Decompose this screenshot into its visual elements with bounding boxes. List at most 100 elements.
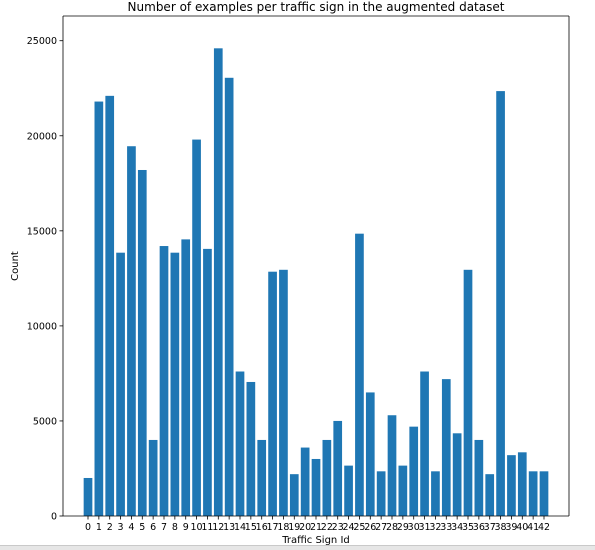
bar-7 [159, 246, 169, 517]
x-tick-label: 30 [408, 522, 420, 533]
x-tick-label: 15 [245, 522, 257, 533]
x-tick-label: 14 [234, 522, 246, 533]
x-tick-label: 29 [397, 522, 409, 533]
x-tick-label: 37 [484, 522, 496, 533]
bar-3 [116, 252, 125, 516]
bar-25 [355, 233, 364, 516]
bar-28 [387, 415, 397, 516]
bar-15 [246, 381, 256, 516]
x-tick-label: 3 [118, 522, 124, 533]
bar-23 [333, 420, 343, 516]
x-tick-label: 2 [107, 522, 113, 533]
x-tick-label: 42 [538, 522, 550, 533]
y-tick-label: 5000 [33, 416, 57, 427]
x-tick-label: 25 [353, 522, 365, 533]
y-tick-label: 10000 [27, 321, 57, 332]
x-tick-label: 38 [495, 522, 507, 533]
y-axis-ticks: 0 5000 10000 15000 20000 25000 [27, 36, 63, 523]
bar-6 [148, 439, 158, 516]
y-tick-label: 0 [51, 512, 57, 523]
x-tick-label: 1 [96, 522, 102, 533]
bars [83, 48, 549, 517]
x-tick-label: 32 [429, 522, 441, 533]
x-tick-label: 33 [440, 522, 452, 533]
bar-4 [127, 146, 136, 517]
x-tick-label: 0 [85, 522, 91, 533]
x-tick-label: 10 [191, 522, 203, 533]
bar-13 [224, 77, 234, 516]
bar-10 [192, 139, 201, 516]
chart-title: Number of examples per traffic sign in t… [128, 0, 505, 14]
x-tick-label: 24 [343, 522, 355, 533]
bar-2 [105, 95, 115, 516]
bar-29 [398, 465, 408, 516]
x-tick-label: 12 [212, 522, 224, 533]
bar-36 [474, 439, 484, 516]
bar-16 [257, 439, 267, 516]
x-tick-label: 27 [375, 522, 387, 533]
bar-37 [485, 474, 495, 516]
bar-39 [507, 455, 516, 516]
x-tick-label: 19 [288, 522, 300, 533]
y-tick-label: 25000 [27, 36, 57, 47]
bar-27 [376, 471, 386, 516]
plot-frame [62, 15, 570, 517]
x-tick-label: 34 [451, 522, 463, 533]
bar-32 [431, 471, 440, 516]
bar-8 [170, 252, 180, 516]
y-tick-label: 20000 [27, 131, 57, 142]
x-tick-label: 18 [277, 522, 289, 533]
x-tick-label: 40 [516, 522, 528, 533]
x-tick-label: 21 [310, 522, 322, 533]
x-tick-label: 11 [201, 522, 213, 533]
x-tick-label: 23 [332, 522, 344, 533]
x-tick-label: 20 [299, 522, 311, 533]
bar-33 [441, 379, 451, 516]
bar-0 [83, 477, 93, 516]
x-tick-label: 41 [527, 522, 539, 533]
bar-12 [213, 48, 223, 516]
x-tick-label: 9 [183, 522, 189, 533]
x-tick-label: 31 [419, 522, 431, 533]
bar-31 [420, 371, 429, 516]
bar-1 [94, 101, 104, 517]
bar-35 [463, 269, 473, 516]
x-tick-label: 16 [256, 522, 268, 533]
bar-26 [365, 392, 375, 516]
bar-19 [289, 474, 299, 516]
bar-11 [203, 248, 212, 516]
y-tick-label: 15000 [27, 226, 57, 237]
bar-17 [268, 271, 277, 516]
bar-41 [528, 471, 538, 516]
bottom-divider [0, 545, 595, 550]
x-tick-label: 4 [128, 522, 134, 533]
x-tick-label: 28 [386, 522, 398, 533]
x-tick-label: 22 [321, 522, 333, 533]
bar-5 [137, 169, 147, 517]
bar-40 [517, 452, 527, 516]
bar-14 [235, 371, 245, 516]
bar-20 [300, 447, 310, 516]
bar-18 [279, 269, 288, 516]
x-tick-label: 39 [505, 522, 517, 533]
x-tick-label: 6 [150, 522, 156, 533]
x-tick-label: 7 [161, 522, 167, 533]
x-tick-label: 5 [139, 522, 145, 533]
bar-24 [344, 465, 353, 516]
x-tick-label: 13 [223, 522, 235, 533]
x-tick-label: 35 [462, 522, 474, 533]
bar-21 [311, 458, 321, 516]
x-axis-label: Traffic Sign Id [281, 535, 350, 546]
x-tick-label: 36 [473, 522, 485, 533]
bar-42 [539, 471, 549, 516]
x-tick-label: 26 [364, 522, 376, 533]
bar-34 [452, 433, 462, 516]
y-axis-label: Count [10, 251, 21, 281]
bar-9 [181, 239, 191, 516]
bar-38 [496, 91, 505, 516]
x-axis-ticks: 0 1 2 3 4 5 6 7 8 9 101112131415161718192021222324… [85, 516, 550, 533]
bar-30 [409, 426, 419, 516]
x-tick-label: 8 [172, 522, 178, 533]
x-tick-label: 17 [267, 522, 279, 533]
